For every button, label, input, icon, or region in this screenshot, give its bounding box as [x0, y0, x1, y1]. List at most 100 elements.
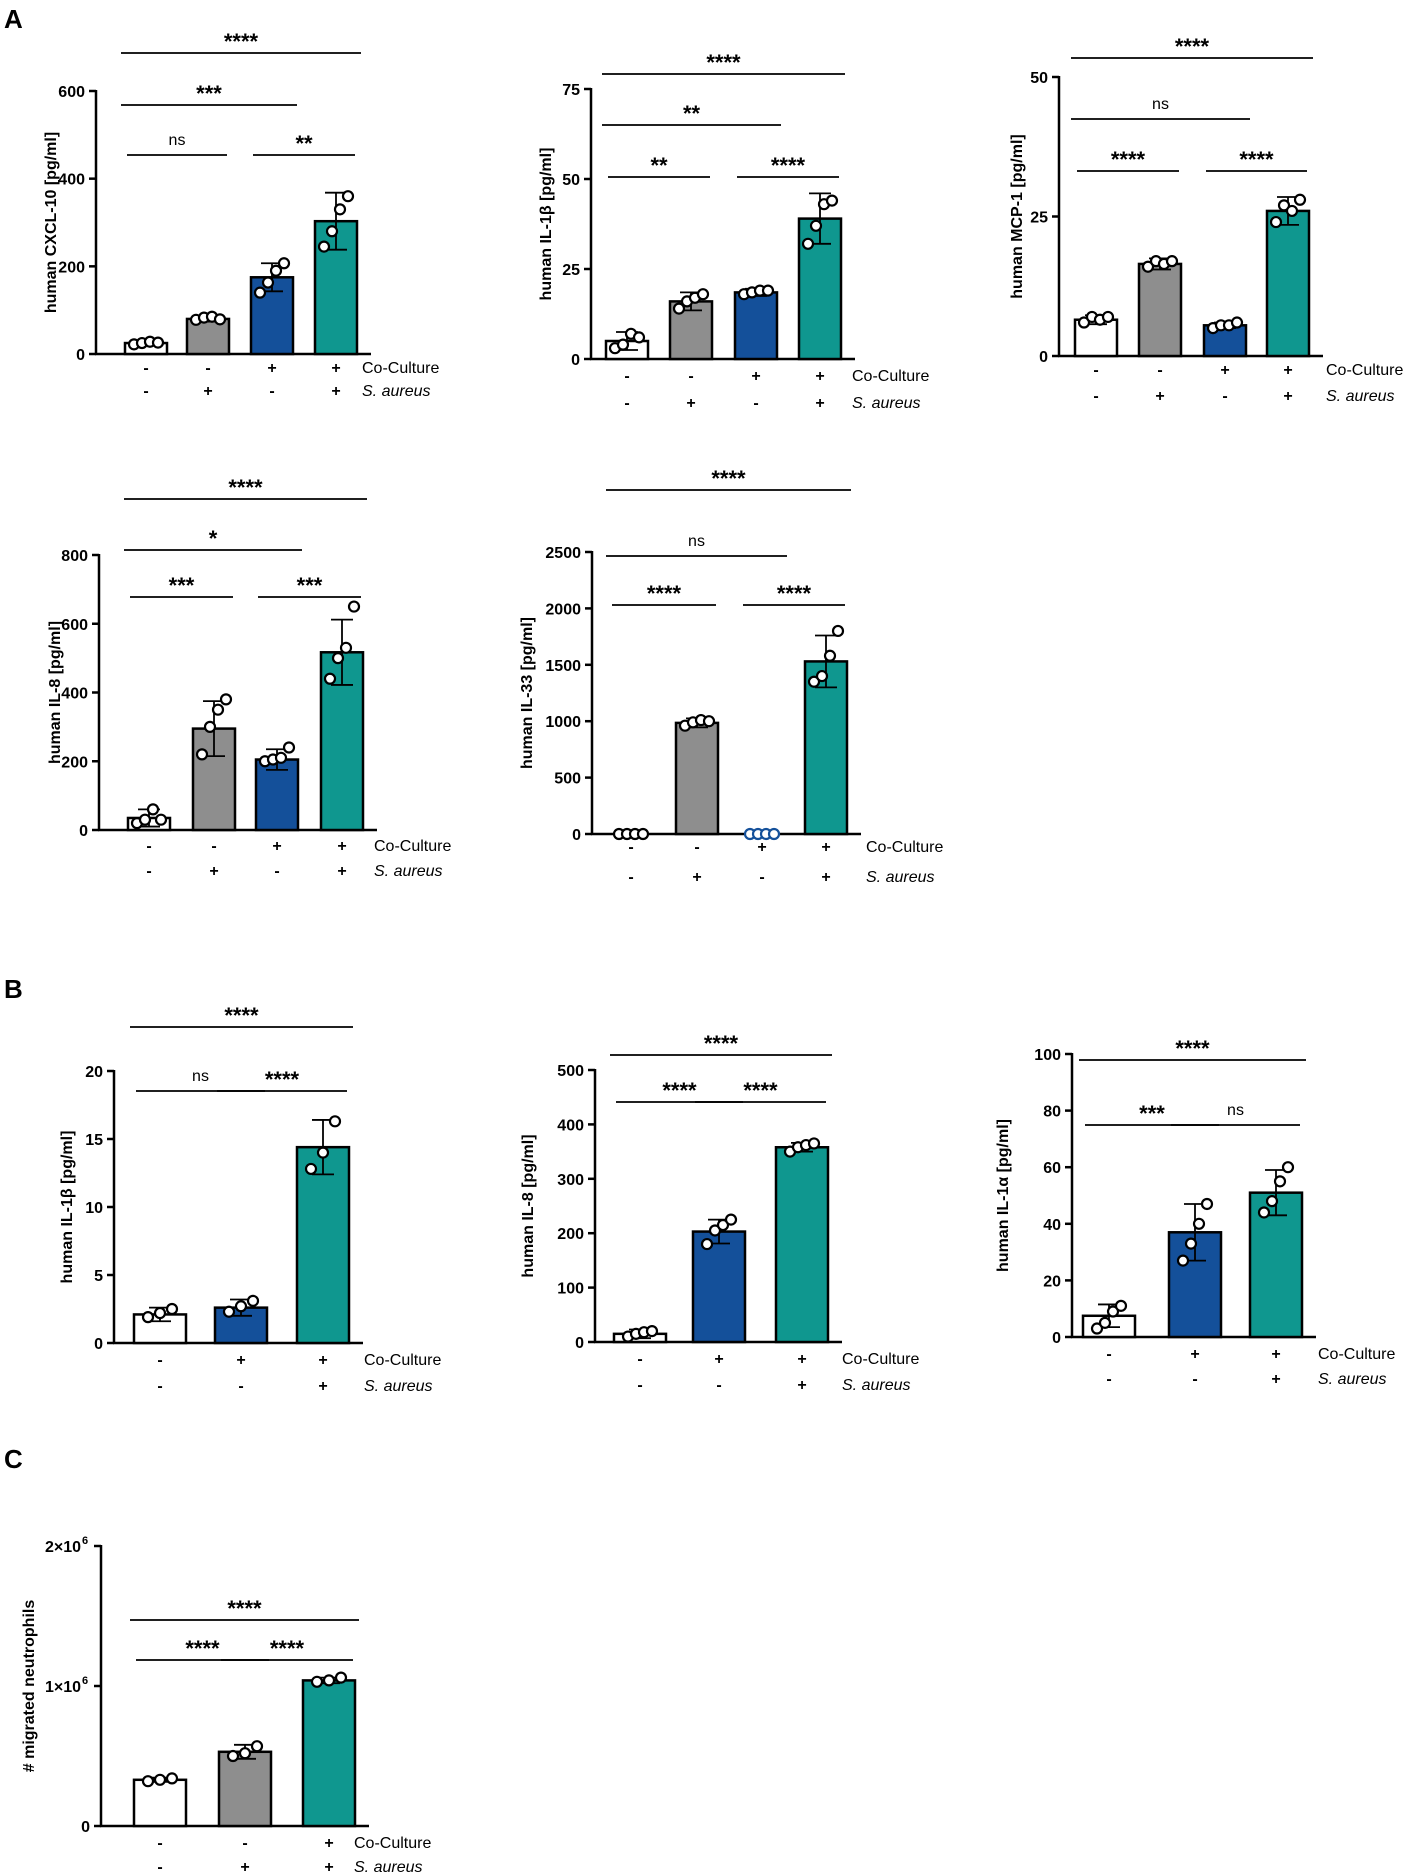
data-point — [146, 803, 160, 816]
coculture-sign: + — [267, 360, 276, 377]
significance-label: ns — [192, 1068, 209, 1085]
data-point — [234, 1300, 248, 1313]
data-point — [219, 693, 233, 706]
significance-label: **** — [228, 475, 263, 500]
data-point — [195, 748, 209, 761]
significance-label: **** — [743, 1078, 778, 1103]
data-point — [700, 1237, 714, 1251]
data-point — [1230, 316, 1244, 329]
data-point — [269, 264, 283, 277]
data-point — [246, 1294, 260, 1307]
data-point — [1265, 1195, 1279, 1208]
chart-il1a: 0 20 40 60 80 100 human IL-1α [pg/ml] - - + - + + Co-… — [995, 1036, 1395, 1388]
coculture-row-label: Co-Culture — [1326, 362, 1403, 379]
y-axis-label: human IL-1α [pg/ml] — [995, 1119, 1012, 1272]
coculture-sign: + — [1283, 362, 1292, 379]
coculture-sign: - — [242, 1835, 247, 1852]
y-tick-label: 2×10 — [45, 1539, 81, 1556]
aureus-sign: - — [624, 395, 629, 412]
data-point — [1098, 1316, 1112, 1329]
bar-3 — [295, 1145, 351, 1345]
coculture-row-label: Co-Culture — [852, 368, 929, 385]
y-tick-label: 0 — [94, 1336, 103, 1353]
significance-label: **** — [711, 466, 746, 491]
data-point — [333, 203, 347, 216]
data-point — [322, 1674, 336, 1687]
panel-label-c: C — [4, 1444, 23, 1474]
aureus-sign: - — [716, 1377, 721, 1394]
y-tick-label: 25 — [562, 262, 580, 279]
data-point — [1285, 204, 1299, 218]
coculture-sign: - — [143, 360, 148, 377]
bar-3 — [733, 291, 779, 361]
data-point — [801, 237, 815, 250]
data-point — [141, 1775, 155, 1788]
coculture-sign: + — [272, 838, 281, 855]
data-point — [222, 1305, 236, 1318]
y-tick-label: 1×10 — [45, 1679, 81, 1696]
data-point — [807, 1137, 821, 1150]
data-point — [165, 1302, 179, 1316]
data-point — [347, 600, 361, 613]
data-point — [809, 219, 823, 232]
data-point — [151, 336, 165, 349]
aureus-sign: - — [269, 383, 274, 400]
data-point — [211, 703, 225, 716]
data-point — [341, 190, 355, 203]
y-tick-label: 60 — [1043, 1160, 1061, 1177]
y-tick-label: 600 — [58, 84, 85, 101]
y-tick-label: 400 — [61, 686, 88, 703]
chart-il1b-b: 0 5 10 15 20 human IL-1β [pg/ml] - - + - + + Co-Cult… — [59, 1003, 441, 1395]
data-point — [334, 1671, 348, 1684]
y-tick-label: 1500 — [545, 658, 581, 675]
coculture-row-label: Co-Culture — [374, 838, 451, 855]
data-point — [138, 813, 152, 826]
chart-il8-b: 0 100 200 300 400 500 human IL-8 [pg/ml] - - + - + +… — [520, 1031, 919, 1394]
y-tick-label: 50 — [1030, 70, 1048, 87]
data-point — [702, 715, 716, 728]
data-point — [636, 827, 650, 841]
data-point — [1184, 1237, 1198, 1250]
coculture-sign: + — [815, 368, 824, 385]
significance-label: **** — [224, 29, 259, 54]
significance-label: *** — [1139, 1101, 1165, 1126]
data-point — [1114, 1299, 1128, 1312]
y-tick-exponent: 6 — [82, 1535, 88, 1547]
significance-label: **** — [270, 1636, 305, 1661]
significance-label: **** — [224, 1003, 259, 1028]
significance-label: *** — [297, 573, 323, 598]
significance-label: * — [209, 526, 218, 551]
coculture-sign: + — [318, 1352, 327, 1369]
significance-label: **** — [265, 1067, 300, 1092]
coculture-sign: + — [821, 839, 830, 856]
y-tick-label: 0 — [76, 347, 85, 364]
data-point — [1165, 255, 1179, 268]
coculture-row-label: Co-Culture — [362, 360, 439, 377]
significance-label: ns — [169, 132, 186, 149]
coculture-sign: - — [1157, 362, 1162, 379]
y-tick-label: 25 — [1030, 210, 1048, 227]
significance-label: **** — [777, 581, 812, 606]
y-axis-label: human IL-1β [pg/ml] — [59, 1131, 76, 1284]
y-tick-label: 1000 — [545, 714, 581, 731]
coculture-sign: - — [688, 368, 693, 385]
y-tick-label: 200 — [61, 754, 88, 771]
y-tick-label: 500 — [557, 1063, 584, 1080]
data-point — [724, 1213, 738, 1226]
y-tick-label: 400 — [557, 1117, 584, 1134]
coculture-sign: + — [714, 1351, 723, 1368]
data-point — [1273, 1175, 1287, 1188]
data-point — [1141, 260, 1155, 273]
data-point — [831, 624, 845, 638]
y-tick-label: 0 — [1052, 1330, 1061, 1347]
y-tick-label: 800 — [61, 548, 88, 565]
aureus-row-label: S. aureus — [1318, 1371, 1386, 1388]
data-point — [323, 672, 337, 685]
bar-2 — [217, 1750, 273, 1828]
aureus-sign: + — [1155, 388, 1164, 405]
data-point — [331, 652, 345, 665]
data-point — [238, 1747, 252, 1760]
aureus-sign: - — [753, 395, 758, 412]
aureus-sign: + — [331, 383, 340, 400]
aureus-sign: + — [686, 395, 695, 412]
